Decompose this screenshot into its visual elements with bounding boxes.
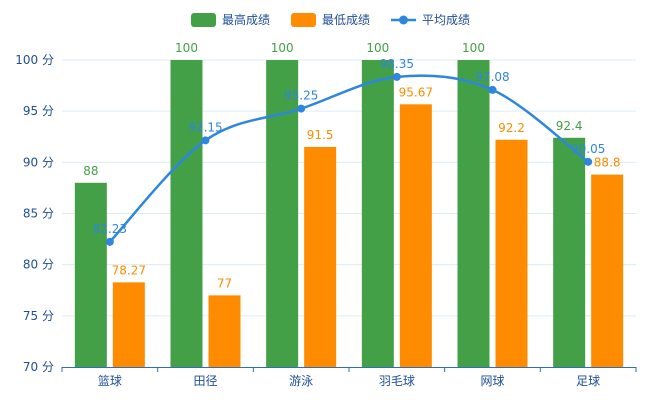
- y-tick-label-80: 80 分: [23, 258, 54, 272]
- y-tick-label-70: 70 分: [23, 360, 54, 374]
- bar-value-label: 100: [175, 41, 198, 55]
- x-tick-label: 网球: [480, 374, 504, 388]
- legend-item[interactable]: 最高成绩: [191, 12, 270, 27]
- legend-swatch: [291, 13, 316, 27]
- bar-max: [553, 137, 586, 367]
- bar-min: [495, 139, 528, 367]
- bar-max: [266, 60, 299, 367]
- x-tick-label: 羽毛球: [379, 374, 415, 388]
- bar-min: [304, 146, 337, 367]
- average-value-label: 97.08: [475, 70, 509, 84]
- x-tick-label: 田径: [193, 374, 217, 388]
- bar-value-label: 77: [217, 276, 232, 290]
- y-tick-label-90: 90 分: [23, 155, 54, 169]
- bar-min: [208, 295, 241, 367]
- legend-label: 最高成绩: [222, 12, 270, 27]
- x-axis: 篮球 田径 游泳 羽毛球 网球 足球: [61, 367, 637, 388]
- grid-lines: [62, 59, 636, 317]
- average-value-label: 95.25: [284, 89, 318, 103]
- average-point: [584, 157, 593, 166]
- legend-label: 最低成绩: [322, 13, 370, 27]
- average-point: [201, 136, 210, 145]
- legend-point-swatch: [399, 15, 408, 25]
- bar-value-label: 92.4: [556, 119, 583, 133]
- data-labels: 88 100 100 100 100 92.4 78.27 77 91.5 95.67 92.2 88…: [83, 41, 620, 290]
- bar-max: [74, 182, 107, 367]
- bar-value-label: 88: [83, 164, 98, 178]
- legend: 最高成绩 最低成绩 平均成绩: [191, 12, 470, 27]
- average-value-label: 98.35: [380, 57, 414, 71]
- average-line-path: [108, 74, 589, 243]
- legend-item[interactable]: 最低成绩: [291, 13, 370, 27]
- y-tick-label-100: 100 分: [15, 53, 54, 67]
- y-tick-label-75: 75 分: [23, 309, 54, 323]
- average-point: [105, 237, 114, 246]
- bar-max: [361, 60, 394, 367]
- average-value-label: 90.05: [571, 142, 605, 156]
- bar-max: [457, 60, 490, 367]
- x-tick-label: 游泳: [289, 374, 313, 388]
- x-tick-label: 篮球: [98, 373, 122, 388]
- average-point: [392, 72, 401, 81]
- bar-value-label: 88.8: [594, 156, 621, 170]
- bar-min: [112, 282, 145, 367]
- bar-value-label: 100: [366, 41, 389, 55]
- bar-value-label: 95.67: [399, 85, 433, 99]
- legend-label: 平均成绩: [422, 13, 470, 27]
- average-value-label: 82.23: [93, 222, 127, 236]
- y-tick-label-95: 95 分: [23, 104, 54, 118]
- bar-value-label: 100: [462, 41, 485, 55]
- bars: [74, 60, 624, 367]
- legend-item[interactable]: 平均成绩: [391, 13, 470, 27]
- legend-swatch: [191, 13, 216, 27]
- average-point: [488, 85, 497, 94]
- bar-value-label: 100: [271, 41, 294, 55]
- average-value-label: 92.15: [188, 120, 222, 134]
- average-line: [105, 72, 593, 246]
- bar-min: [591, 174, 624, 367]
- bar-min: [399, 104, 432, 367]
- bar-value-label: 92.2: [498, 121, 525, 135]
- x-tick-label: 足球: [576, 374, 600, 388]
- average-point: [297, 104, 306, 113]
- bar-value-label: 91.5: [307, 128, 334, 142]
- y-axis: 70 分 75 分 80 分 85 分 90 分 95 分 100 分: [15, 53, 54, 374]
- bar-value-label: 78.27: [112, 263, 146, 277]
- bar-max: [170, 60, 203, 367]
- y-tick-label-85: 85 分: [23, 207, 54, 221]
